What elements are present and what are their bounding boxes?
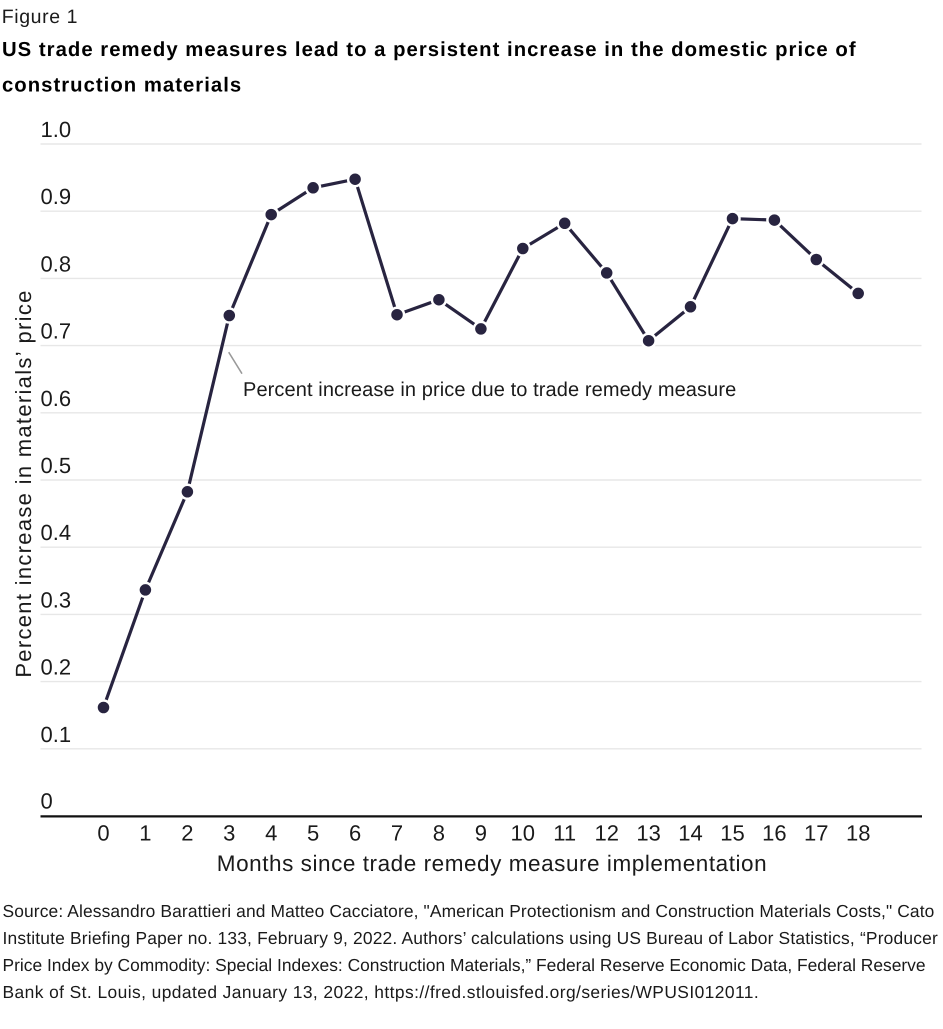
svg-text:Bank of St. Louis, updated Jan: Bank of St. Louis, updated January 13, 2…	[3, 982, 760, 1002]
svg-text:7: 7	[391, 821, 403, 846]
svg-text:0.5: 0.5	[41, 453, 72, 478]
svg-text:US trade remedy measures lead: US trade remedy measures lead to a persi…	[2, 39, 857, 61]
svg-text:4: 4	[265, 821, 277, 846]
svg-text:18: 18	[846, 821, 870, 846]
svg-text:construction materials: construction materials	[2, 75, 242, 97]
svg-text:5: 5	[307, 821, 319, 846]
svg-text:Price Index by Commodity: Spec: Price Index by Commodity: Special Indexe…	[3, 955, 926, 975]
svg-text:Institute Briefing Paper no. 1: Institute Briefing Paper no. 133, Februa…	[3, 928, 938, 948]
svg-text:9: 9	[475, 821, 487, 846]
svg-text:Figure 1: Figure 1	[2, 6, 78, 28]
svg-text:0.4: 0.4	[41, 520, 72, 545]
svg-text:14: 14	[678, 821, 702, 846]
svg-text:0.2: 0.2	[41, 655, 72, 680]
svg-text:12: 12	[594, 821, 618, 846]
svg-text:6: 6	[349, 821, 361, 846]
svg-text:10: 10	[511, 821, 535, 846]
svg-text:1: 1	[139, 821, 151, 846]
svg-text:Source: Alessandro Barattieri: Source: Alessandro Barattieri and Matteo…	[3, 901, 935, 921]
svg-text:2: 2	[181, 821, 193, 846]
svg-text:0.1: 0.1	[41, 722, 72, 747]
svg-text:0.3: 0.3	[41, 587, 72, 612]
svg-text:15: 15	[720, 821, 744, 846]
svg-text:16: 16	[762, 821, 786, 846]
svg-text:1.0: 1.0	[41, 117, 72, 142]
svg-text:Percent increase in materials’: Percent increase in materials’ price	[11, 289, 36, 677]
svg-text:0.6: 0.6	[41, 386, 72, 411]
svg-text:Percent increase in price due: Percent increase in price due to trade r…	[243, 379, 736, 401]
svg-text:Months since trade remedy meas: Months since trade remedy measure implem…	[217, 851, 767, 876]
svg-text:17: 17	[804, 821, 828, 846]
svg-text:0: 0	[41, 789, 53, 814]
svg-text:0.9: 0.9	[41, 184, 72, 209]
svg-text:0.8: 0.8	[41, 251, 72, 276]
svg-text:11: 11	[553, 821, 576, 846]
svg-text:3: 3	[223, 821, 235, 846]
svg-text:0.7: 0.7	[41, 319, 72, 344]
svg-text:8: 8	[433, 821, 445, 846]
svg-text:0: 0	[97, 821, 109, 846]
svg-text:13: 13	[636, 821, 660, 846]
